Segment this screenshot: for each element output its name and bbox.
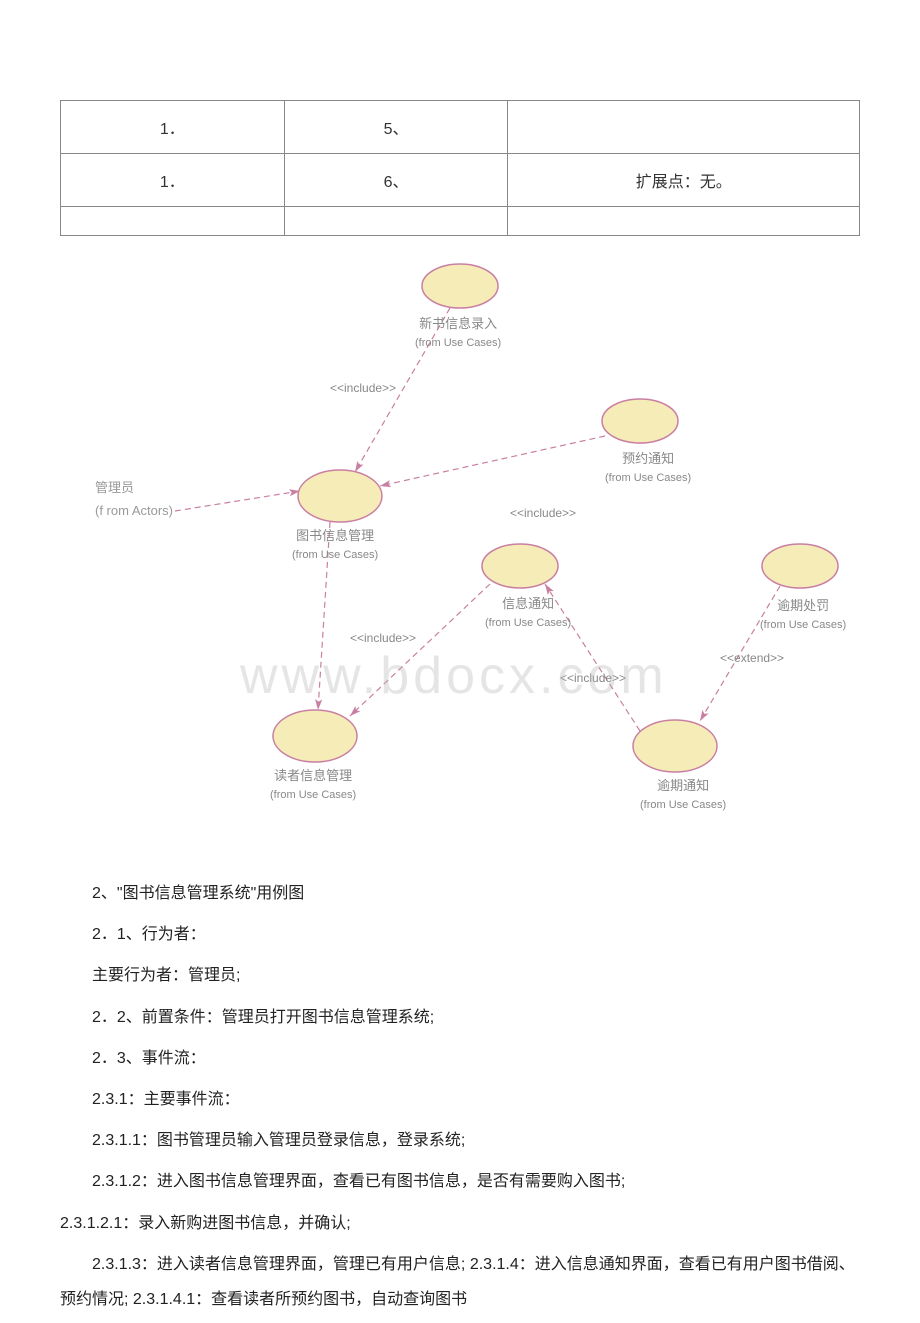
line: 2.3.1.1：图书管理员输入管理员登录信息，登录系统; bbox=[60, 1123, 860, 1158]
body-text: 2、"图书信息管理系统"用例图 2．1、行为者： 主要行为者：管理员; 2．2、… bbox=[60, 876, 860, 1317]
line: 2．1、行为者： bbox=[60, 917, 860, 952]
usecase-sub: (from Use Cases) bbox=[292, 547, 378, 565]
cell: 6、 bbox=[284, 154, 508, 207]
heading: 2、"图书信息管理系统"用例图 bbox=[60, 876, 860, 911]
usecase-title: 读者信息管理 bbox=[270, 766, 356, 787]
stereotype-label: <<include>> bbox=[330, 381, 396, 395]
usecase-ellipse bbox=[273, 710, 357, 762]
dependency-line bbox=[175, 491, 300, 511]
usecase-ellipse bbox=[762, 544, 838, 588]
usecase-label: 预约通知(from Use Cases) bbox=[605, 449, 691, 487]
usecase-ellipse bbox=[602, 399, 678, 443]
usecase-sub: (from Use Cases) bbox=[760, 617, 846, 635]
cell: 扩展点：无。 bbox=[508, 154, 860, 207]
actor-name: 管理员 bbox=[95, 476, 173, 499]
usecase-label: 逾期通知(from Use Cases) bbox=[640, 776, 726, 814]
line: 2.3.1.3：进入读者信息管理界面，管理已有用户信息; 2.3.1.4：进入信… bbox=[60, 1247, 860, 1317]
line: 2.3.1.2.1：录入新购进图书信息，并确认; bbox=[60, 1206, 860, 1241]
text-span: 2.3.1.2：进入图书信息管理界面，查看已有图书信息，是否有需要购入图书; bbox=[92, 1173, 625, 1190]
usecase-label: 读者信息管理(from Use Cases) bbox=[270, 766, 356, 804]
actor-sub: (f rom Actors) bbox=[95, 499, 173, 522]
usecase-title: 信息通知 bbox=[485, 594, 571, 615]
table-row: 1． 5、 bbox=[61, 101, 860, 154]
usecase-diagram: 管理员 (f rom Actors) 新书信息录入(from Use Cases… bbox=[60, 256, 860, 856]
top-table: 1． 5、 1． 6、 扩展点：无。 bbox=[60, 100, 860, 236]
line: 2．2、前置条件：管理员打开图书信息管理系统; bbox=[60, 1000, 860, 1035]
usecase-ellipse bbox=[633, 720, 717, 772]
cell bbox=[508, 101, 860, 154]
dependency-line bbox=[350, 584, 490, 716]
usecase-title: 图书信息管理 bbox=[292, 526, 378, 547]
stereotype-label: <<include>> bbox=[560, 671, 626, 685]
table-row bbox=[61, 207, 860, 236]
cell bbox=[284, 207, 508, 236]
actor-label: 管理员 (f rom Actors) bbox=[95, 476, 173, 523]
usecase-title: 预约通知 bbox=[605, 449, 691, 470]
usecase-label: 图书信息管理(from Use Cases) bbox=[292, 526, 378, 564]
usecase-label: 信息通知(from Use Cases) bbox=[485, 594, 571, 632]
stereotype-label: <<include>> bbox=[510, 506, 576, 520]
usecase-label: 新书信息录入(from Use Cases) bbox=[415, 314, 501, 352]
usecase-label: 逾期处罚(from Use Cases) bbox=[760, 596, 846, 634]
usecase-title: 逾期处罚 bbox=[760, 596, 846, 617]
usecase-title: 新书信息录入 bbox=[415, 314, 501, 335]
line: 主要行为者：管理员; bbox=[60, 958, 860, 993]
line: 2．3、事件流： bbox=[60, 1041, 860, 1076]
cell bbox=[508, 207, 860, 236]
cell: 1． bbox=[61, 101, 285, 154]
usecase-ellipse bbox=[482, 544, 558, 588]
usecase-sub: (from Use Cases) bbox=[605, 470, 691, 488]
stereotype-label: <<include>> bbox=[350, 631, 416, 645]
cell: 1． bbox=[61, 154, 285, 207]
line: 2.3.1：主要事件流： bbox=[60, 1082, 860, 1117]
line: 2.3.1.2：进入图书信息管理界面，查看已有图书信息，是否有需要购入图书; bbox=[60, 1164, 860, 1199]
usecase-sub: (from Use Cases) bbox=[485, 615, 571, 633]
cell bbox=[61, 207, 285, 236]
cell: 5、 bbox=[284, 101, 508, 154]
dependency-line bbox=[380, 436, 605, 486]
usecase-title: 逾期通知 bbox=[640, 776, 726, 797]
stereotype-label: <<extend>> bbox=[720, 651, 784, 665]
table: 1． 5、 1． 6、 扩展点：无。 bbox=[60, 100, 860, 236]
usecase-ellipse bbox=[298, 470, 382, 522]
usecase-sub: (from Use Cases) bbox=[640, 797, 726, 815]
usecase-sub: (from Use Cases) bbox=[415, 335, 501, 353]
usecase-ellipse bbox=[422, 264, 498, 308]
usecase-sub: (from Use Cases) bbox=[270, 787, 356, 805]
table-row: 1． 6、 扩展点：无。 bbox=[61, 154, 860, 207]
